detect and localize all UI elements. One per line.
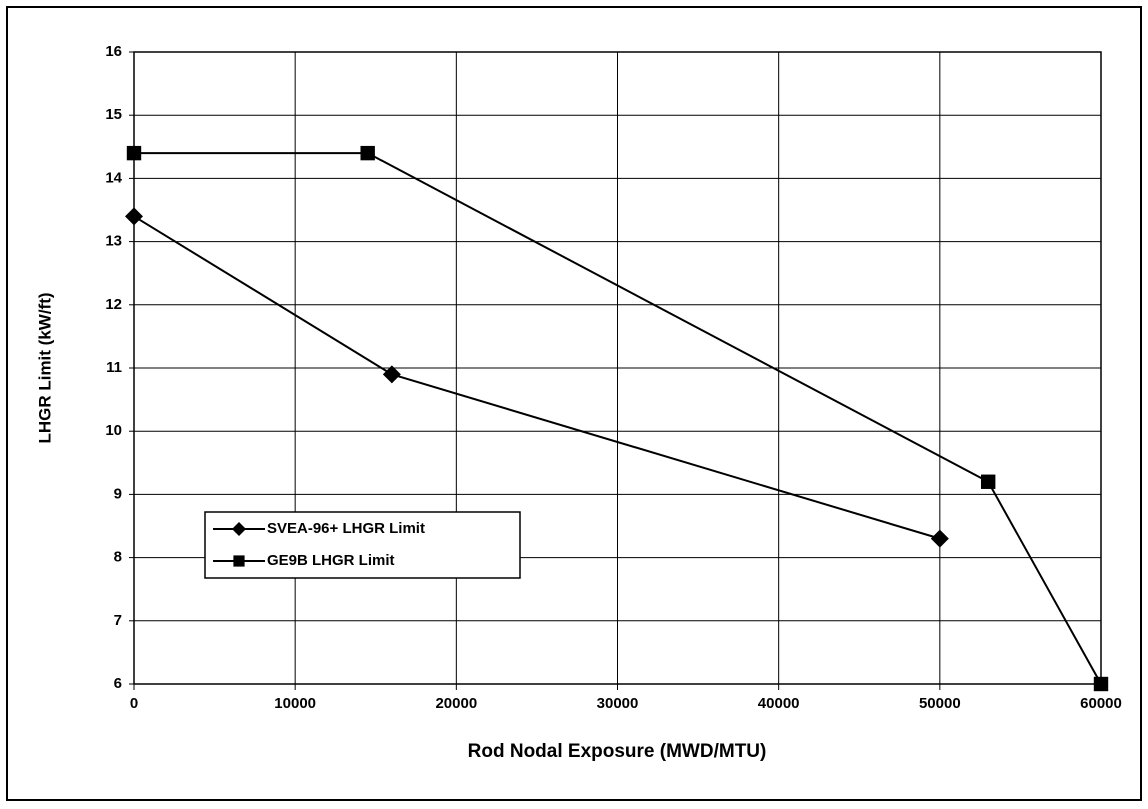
outer-border [6, 6, 1142, 801]
y-axis-label: LHGR Limit (kW/ft) [35, 292, 54, 443]
x-tick-label: 0 [130, 695, 138, 712]
legend-label: SVEA-96+ LHGR Limit [267, 520, 425, 537]
legend-label: GE9B LHGR Limit [267, 552, 395, 569]
y-tick-label: 15 [105, 106, 122, 123]
marker [980, 474, 996, 489]
x-tick-label: 20000 [435, 695, 477, 712]
y-tick-label: 12 [105, 296, 122, 313]
legend-box [204, 511, 521, 579]
y-tick-label: 14 [105, 169, 122, 186]
y-tick-label: 7 [114, 612, 122, 629]
x-tick-label: 50000 [919, 695, 961, 712]
legend-marker [232, 522, 246, 536]
marker [126, 145, 142, 161]
marker [125, 207, 143, 226]
x-axis-label: Rod Nodal Exposure (MWD/MTU) [468, 741, 767, 762]
x-tick-label: 10000 [274, 695, 316, 712]
y-tick-label: 13 [105, 233, 122, 250]
y-tick-label: 11 [106, 359, 122, 376]
marker [360, 145, 375, 161]
legend-marker [233, 555, 245, 567]
y-tick-label: 8 [114, 549, 122, 566]
y-tick-label: 9 [114, 485, 122, 502]
marker [382, 365, 401, 384]
y-tick-label: 6 [114, 675, 122, 692]
series-line [133, 215, 941, 540]
plot-border [133, 51, 1102, 685]
series-line [134, 152, 1102, 685]
y-tick-label: 16 [105, 43, 122, 60]
marker [930, 529, 949, 548]
marker [1093, 676, 1109, 692]
y-tick-label: 10 [105, 422, 122, 439]
x-tick-label: 30000 [597, 695, 639, 712]
x-tick-label: 60000 [1080, 695, 1122, 712]
x-tick-label: 40000 [758, 695, 800, 712]
